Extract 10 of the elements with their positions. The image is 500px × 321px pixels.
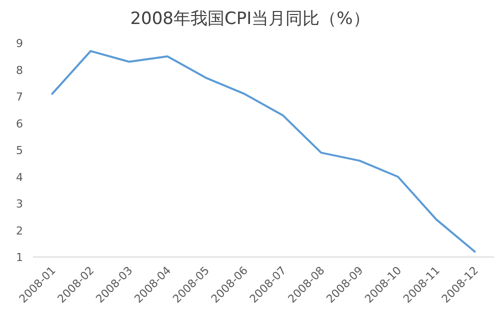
y-tick-label: 5 — [16, 144, 23, 157]
y-tick-label: 1 — [16, 251, 23, 264]
y-tick-label: 7 — [16, 90, 23, 104]
y-tick-label: 9 — [16, 37, 23, 50]
y-tick-label: 8 — [16, 64, 23, 77]
chart-title: 2008年我国CPI当月同比（%） — [130, 9, 370, 29]
y-tick-label: 6 — [16, 117, 23, 130]
y-tick-label: 2 — [16, 224, 23, 238]
y-tick-label: 4 — [16, 170, 23, 184]
y-tick-label: 3 — [16, 198, 23, 210]
